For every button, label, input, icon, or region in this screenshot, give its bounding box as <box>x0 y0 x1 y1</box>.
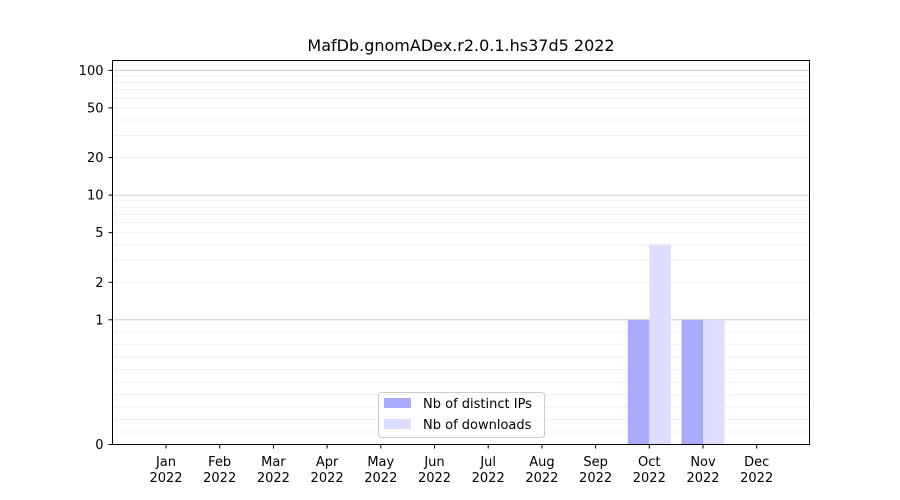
bar-distinct-ips-oct <box>627 319 650 445</box>
x-tick-label: Aug 2022 <box>525 455 558 486</box>
x-tick-label: Mar 2022 <box>257 455 290 486</box>
y-tick-label: 1 <box>95 313 103 328</box>
y-tick-label: 5 <box>95 226 103 241</box>
x-tick-label: Oct 2022 <box>633 455 666 486</box>
y-tick-label: 2 <box>95 276 103 291</box>
x-tick-label: Dec 2022 <box>740 455 773 486</box>
x-tick-label: Nov 2022 <box>686 455 719 486</box>
x-tick-label: Apr 2022 <box>311 455 344 486</box>
y-tick-label: 0 <box>95 438 103 453</box>
x-tick-label: Sep 2022 <box>579 455 612 486</box>
y-tick-label: 20 <box>87 151 104 166</box>
legend: Nb of distinct IPs Nb of downloads <box>378 392 545 438</box>
bar-downloads-nov <box>703 319 725 445</box>
bar-distinct-ips-nov <box>681 319 703 445</box>
legend-label-distinct-ips: Nb of distinct IPs <box>423 397 532 412</box>
bar-downloads-oct <box>649 244 671 445</box>
legend-label-downloads: Nb of downloads <box>423 418 532 433</box>
y-axis: 0 1 2 5 10 20 50 100 <box>79 64 113 453</box>
x-tick-label: Jul 2022 <box>472 455 505 486</box>
legend-swatch-downloads <box>384 419 411 429</box>
y-tick-label: 50 <box>87 101 104 116</box>
y-tick-label: 10 <box>87 189 104 204</box>
y-tick-label: 100 <box>79 64 104 79</box>
x-tick-label: May 2022 <box>364 455 397 486</box>
x-tick-label: Jan 2022 <box>149 455 182 486</box>
x-tick-label: Feb 2022 <box>203 455 236 486</box>
chart-title: MafDb.gnomADex.r2.0.1.hs37d5 2022 <box>307 36 614 55</box>
x-tick-label: Jun 2022 <box>418 455 451 486</box>
legend-box <box>378 392 545 438</box>
x-axis: Jan 2022 Feb 2022 Mar 2022 Apr 2022 May 2022 Jun 20… <box>149 444 773 486</box>
bars <box>627 244 725 445</box>
plot-frame <box>112 60 810 445</box>
legend-swatch-distinct-ips <box>384 398 411 408</box>
